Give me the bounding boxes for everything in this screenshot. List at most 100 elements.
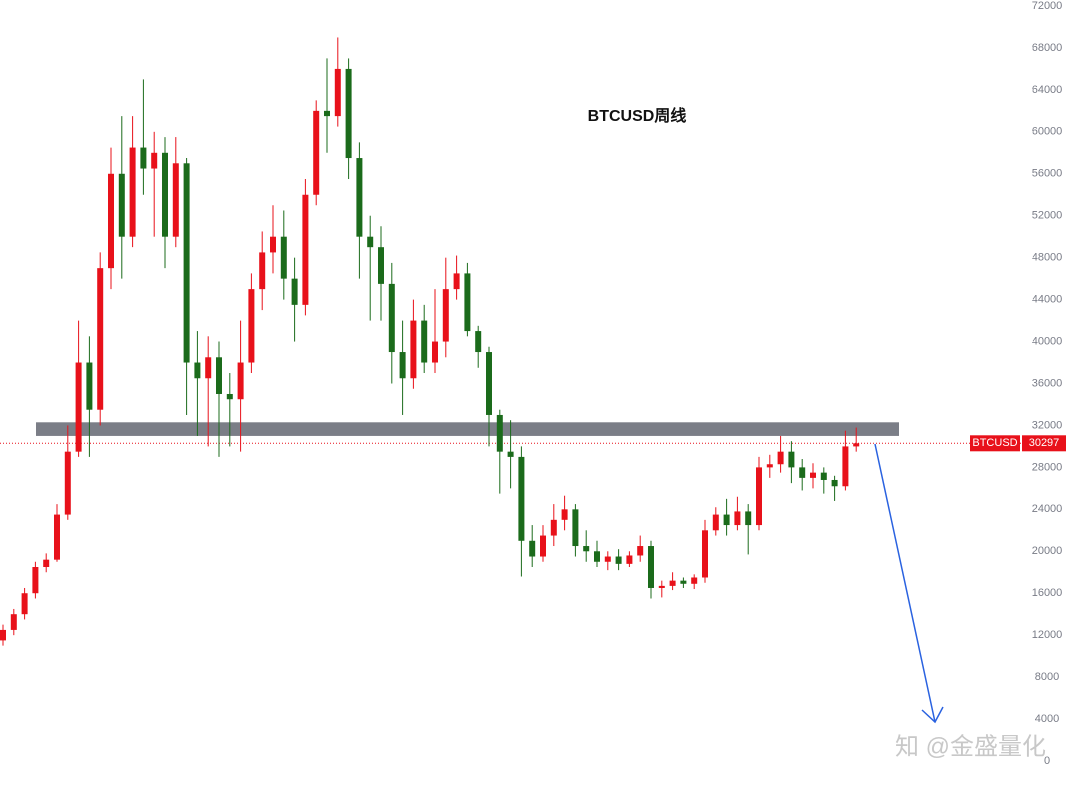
- candle-body: [399, 352, 406, 379]
- y-tick-label: 68000: [1032, 42, 1063, 54]
- candle-body: [648, 546, 654, 588]
- candle-body: [594, 551, 600, 562]
- last-label-box: [970, 435, 1020, 452]
- candle-body: [745, 511, 752, 526]
- y-tick-label: 0: [1044, 755, 1050, 767]
- last-price-box: [1022, 435, 1066, 452]
- candle-body: [54, 514, 60, 560]
- y-tick-label: 60000: [1032, 126, 1063, 138]
- candle-body: [237, 362, 244, 400]
- y-tick-label: 52000: [1032, 210, 1063, 222]
- candle-body: [486, 352, 492, 415]
- y-tick-label: 32000: [1032, 419, 1063, 431]
- y-tick-label: 36000: [1032, 377, 1063, 389]
- candle-body: [248, 289, 255, 363]
- candle-body: [86, 362, 93, 410]
- candle-body: [226, 393, 233, 400]
- plot: 0 4000 8000 12000 16000 20000 24000 28000 32000 3…: [0, 0, 1066, 767]
- y-tick-label: 56000: [1032, 168, 1063, 180]
- candle-body: [259, 252, 266, 290]
- candle-body: [21, 593, 28, 615]
- candle-body: [129, 147, 136, 237]
- candle-body: [810, 472, 816, 478]
- candle-body: [442, 289, 449, 342]
- candle-body: [799, 467, 806, 478]
- projection-arrow: [874, 443, 944, 724]
- candle-body: [831, 479, 838, 487]
- candle-body: [561, 509, 568, 520]
- candle-body: [0, 629, 6, 641]
- candle-body: [270, 236, 276, 253]
- candle-body: [421, 320, 428, 363]
- y-tick-label: 24000: [1032, 503, 1063, 515]
- candle-body: [723, 514, 730, 526]
- candle-body: [842, 446, 849, 487]
- candle-body: [324, 110, 330, 117]
- watermark: 知 @金盛量化: [895, 733, 1046, 760]
- candle-body: [626, 555, 633, 564]
- chart-title: BTCUSD周线: [588, 106, 687, 125]
- y-tick-label: 4000: [1035, 713, 1059, 725]
- candle-body: [496, 414, 503, 452]
- candle-body: [669, 580, 676, 586]
- y-tick-label: 16000: [1032, 587, 1063, 599]
- candle-body: [183, 163, 190, 363]
- candle-body: [140, 147, 147, 169]
- candle-body: [529, 540, 536, 557]
- candle-body: [43, 559, 50, 568]
- candle-body: [756, 467, 762, 526]
- candle-body: [734, 511, 741, 526]
- candle-body: [313, 110, 320, 195]
- candle-body: [108, 173, 114, 269]
- candle-body: [540, 535, 546, 557]
- candle-body: [777, 451, 784, 465]
- candle-body: [302, 194, 309, 305]
- candle-body: [475, 331, 482, 353]
- candle-body: [118, 173, 125, 237]
- candle-body: [205, 357, 212, 379]
- candle-body: [712, 514, 719, 531]
- candle-body: [162, 152, 168, 237]
- candle-body: [75, 362, 82, 452]
- candle-body: [32, 567, 39, 594]
- candle-body: [507, 451, 514, 457]
- resistance-band: [36, 422, 899, 436]
- candle-body: [172, 163, 179, 237]
- candle-body: [691, 577, 698, 584]
- y-tick-label: 64000: [1032, 84, 1063, 96]
- candle-body: [853, 443, 860, 447]
- y-tick-label: 72000: [1032, 0, 1063, 12]
- y-tick-label: 44000: [1032, 294, 1063, 306]
- candle-body: [432, 341, 438, 363]
- candle-body: [356, 158, 363, 237]
- candle-body: [216, 357, 222, 394]
- candle-body: [604, 556, 611, 562]
- candle-body: [410, 320, 417, 379]
- candle-body: [766, 464, 773, 468]
- last-price: 30297: [1029, 437, 1060, 449]
- y-tick-label: 8000: [1035, 671, 1059, 683]
- candle-body: [820, 472, 827, 480]
- candle-body: [10, 614, 17, 630]
- candle-body: [583, 546, 590, 552]
- candle-body: [615, 556, 622, 564]
- candle-body: [702, 530, 708, 578]
- candle-body: [658, 585, 665, 588]
- candle-body: [280, 236, 287, 279]
- arrow-line: [874, 443, 936, 723]
- candle-body: [334, 68, 341, 117]
- candle-body: [64, 451, 71, 515]
- candle-body: [637, 546, 644, 556]
- y-tick-label: 48000: [1032, 252, 1063, 264]
- candle-body: [345, 68, 352, 159]
- candle-body: [464, 273, 471, 332]
- y-tick-label: 12000: [1032, 629, 1063, 641]
- candle-body: [367, 236, 374, 248]
- candle-body: [550, 519, 557, 536]
- candle-body: [151, 152, 158, 169]
- candle-body: [378, 247, 384, 284]
- candle-body: [194, 362, 201, 379]
- candle-body: [97, 268, 104, 410]
- y-tick-label: 20000: [1032, 545, 1063, 557]
- last-label: BTCUSD: [972, 437, 1017, 449]
